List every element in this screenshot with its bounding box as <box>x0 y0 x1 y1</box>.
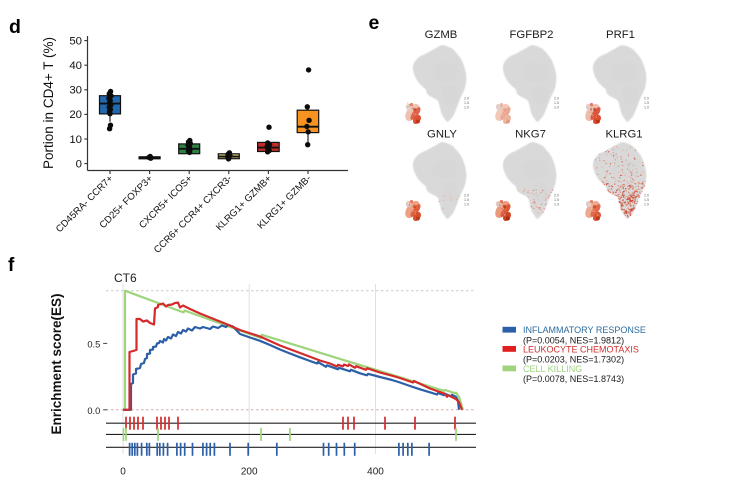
svg-text:10: 10 <box>69 134 82 146</box>
svg-text:0.5: 0.5 <box>87 340 100 350</box>
svg-text:CT6: CT6 <box>114 271 137 285</box>
svg-text:1.5: 1.5 <box>554 198 559 202</box>
svg-text:40: 40 <box>69 60 82 72</box>
svg-text:(P=0.0078, NES=1.8743): (P=0.0078, NES=1.8743) <box>523 374 624 384</box>
svg-text:1.0: 1.0 <box>554 105 559 109</box>
svg-text:(P=0.0203, NES=1.7302): (P=0.0203, NES=1.7302) <box>523 355 624 365</box>
svg-text:1.0: 1.0 <box>464 105 469 109</box>
svg-text:CELL KILLING: CELL KILLING <box>523 364 582 374</box>
svg-text:1.5: 1.5 <box>554 101 559 105</box>
svg-text:0.0: 0.0 <box>87 406 100 416</box>
svg-text:2.0: 2.0 <box>464 194 469 198</box>
svg-text:1.0: 1.0 <box>644 105 649 109</box>
svg-text:20: 20 <box>69 109 82 121</box>
svg-text:PRF1: PRF1 <box>606 29 635 41</box>
svg-text:NKG7: NKG7 <box>515 129 546 141</box>
svg-text:1.5: 1.5 <box>464 198 469 202</box>
svg-text:FGFBP2: FGFBP2 <box>510 29 554 41</box>
svg-text:0: 0 <box>76 158 82 170</box>
svg-text:2.0: 2.0 <box>554 194 559 198</box>
svg-text:e: e <box>369 12 380 34</box>
svg-text:50: 50 <box>69 35 82 47</box>
svg-text:KLRG1: KLRG1 <box>605 129 642 141</box>
svg-text:30: 30 <box>69 85 82 97</box>
svg-text:0: 0 <box>120 467 126 478</box>
svg-text:2.0: 2.0 <box>644 194 649 198</box>
svg-text:LEUKOCYTE CHEMOTAXIS: LEUKOCYTE CHEMOTAXIS <box>523 344 639 354</box>
svg-text:2.0: 2.0 <box>464 97 469 101</box>
svg-text:1.0: 1.0 <box>464 202 469 206</box>
svg-text:1.0: 1.0 <box>554 202 559 206</box>
svg-text:1.5: 1.5 <box>464 101 469 105</box>
svg-text:f: f <box>8 255 15 276</box>
svg-text:d: d <box>9 16 21 38</box>
svg-text:200: 200 <box>241 467 258 478</box>
svg-text:(P=0.0054, NES=1.9812): (P=0.0054, NES=1.9812) <box>523 335 624 345</box>
svg-text:1.0: 1.0 <box>644 202 649 206</box>
svg-text:2.0: 2.0 <box>644 97 649 101</box>
svg-text:1.5: 1.5 <box>644 101 649 105</box>
svg-text:400: 400 <box>367 467 384 478</box>
svg-text:INFLAMMATORY RESPONSE: INFLAMMATORY RESPONSE <box>523 325 646 335</box>
svg-text:2.0: 2.0 <box>554 97 559 101</box>
svg-text:Enrichment score(ES): Enrichment score(ES) <box>49 293 64 434</box>
svg-text:1.5: 1.5 <box>644 198 649 202</box>
svg-text:GZMB: GZMB <box>425 29 458 41</box>
svg-text:GNLY: GNLY <box>427 129 457 141</box>
svg-text:Portion in CD4+ T (%): Portion in CD4+ T (%) <box>41 37 56 169</box>
